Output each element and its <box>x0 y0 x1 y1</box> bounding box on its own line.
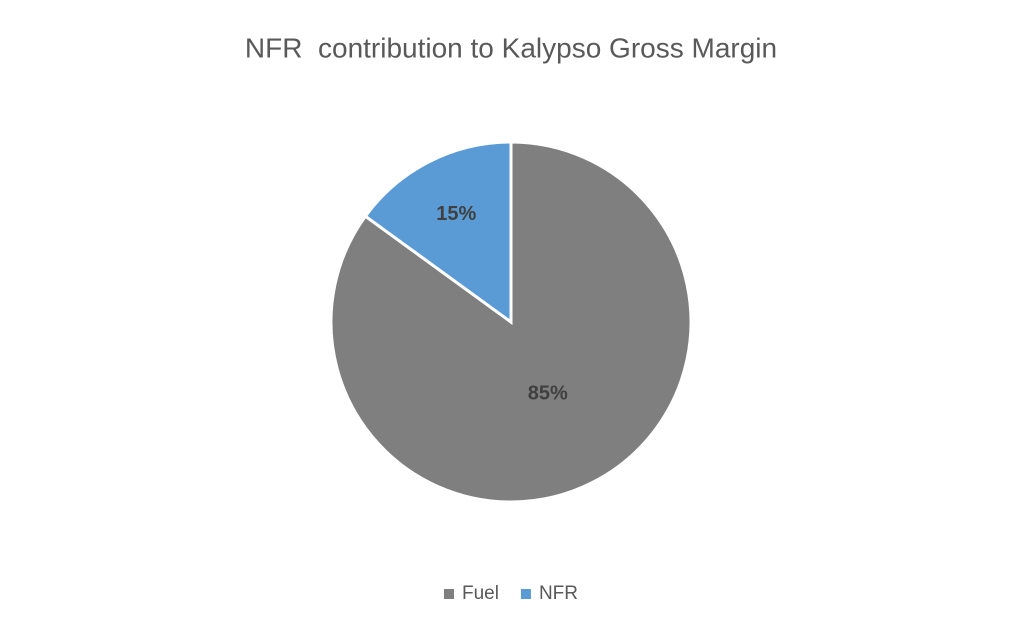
legend-label: Fuel <box>462 583 499 604</box>
pie-slice <box>363 140 513 325</box>
pie-slice <box>329 140 693 504</box>
pie: 85% 15% <box>329 140 693 504</box>
chart-title: NFR contribution to Kalypso Gross Margin <box>245 32 777 63</box>
legend: Fuel NFR <box>443 583 578 604</box>
legend-label: NFR <box>539 583 578 604</box>
data-label: 85% <box>528 382 568 404</box>
legend-swatch <box>443 589 454 599</box>
data-label: 15% <box>436 203 476 225</box>
legend-swatch <box>520 589 531 599</box>
